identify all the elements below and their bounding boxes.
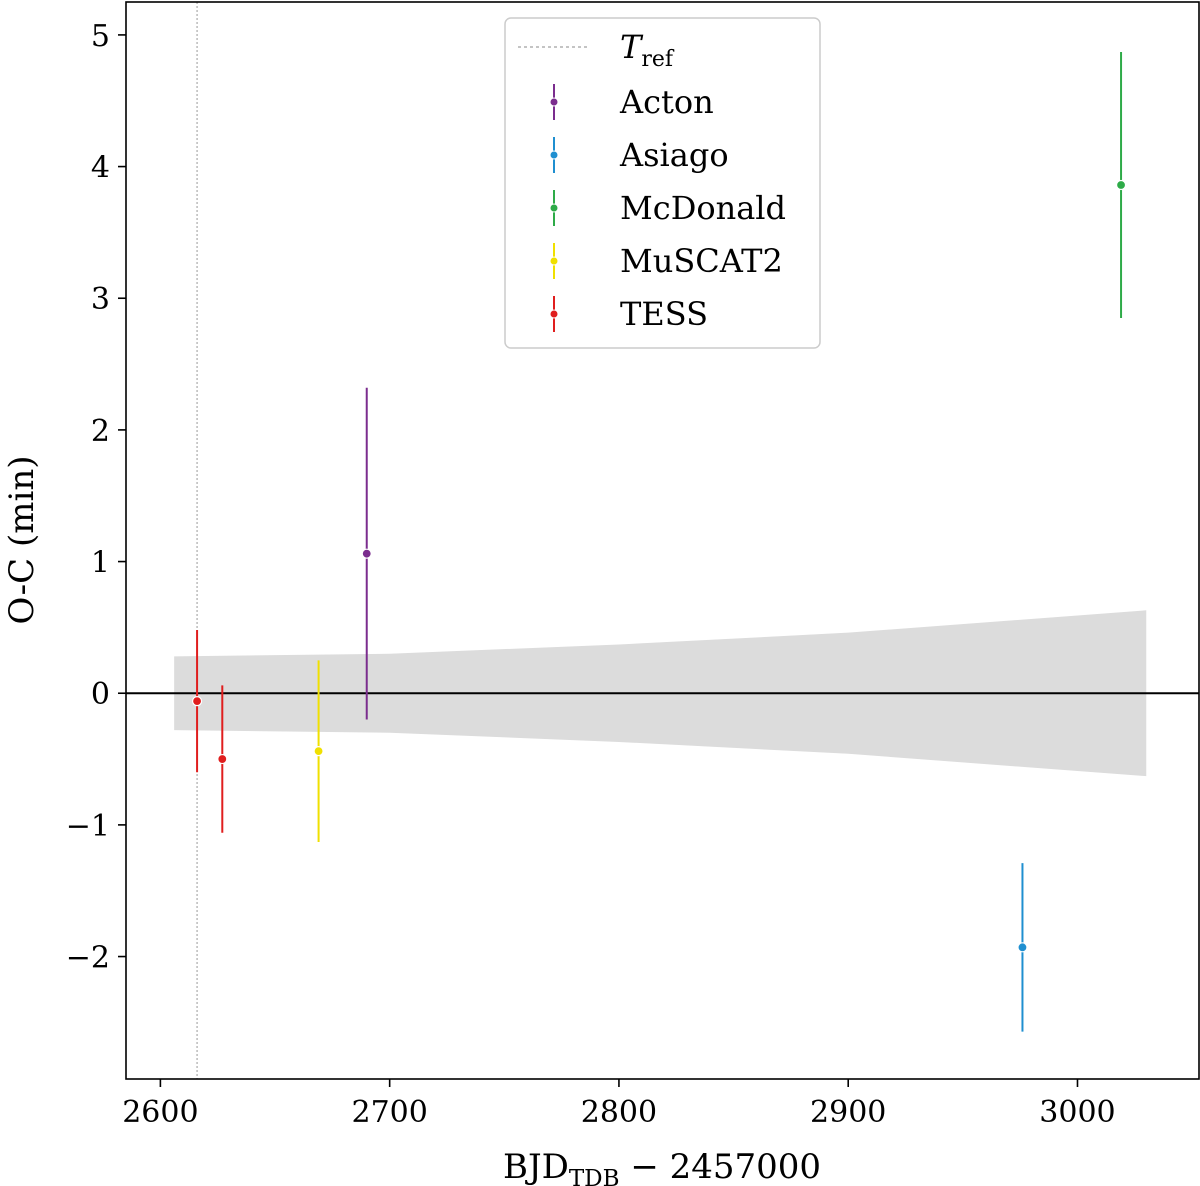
legend-label: TESS [620,295,708,333]
point-tess-1 [191,630,203,773]
y-tick-label: 4 [91,151,110,186]
x-tick-label: 2900 [810,1095,886,1130]
legend-marker-swatch [549,150,559,160]
legend-marker-swatch [549,97,559,107]
marker-muscat2 [313,746,324,757]
legend-box [504,17,821,349]
y-tick-label: 2 [91,414,110,449]
marker-mcdonald [1115,179,1127,191]
x-axis-ticks: 2600 2700 2800 2900 3000 [122,1079,1116,1130]
marker-tess [191,696,203,707]
plot-frame [125,1,1200,1080]
x-tick-label: 2700 [351,1095,427,1130]
data-points [191,52,1127,1032]
x-tick-label: 2800 [581,1095,657,1130]
x-tick-label: 2600 [122,1095,198,1130]
legend-ref-label: Tref [620,28,675,72]
legend-item-tess: TESS [549,295,708,333]
point-muscat2-1 [313,660,324,843]
point-asiago-1 [1017,863,1028,1032]
legend-item-muscat2: MuSCAT2 [549,242,783,280]
x-axis-label: BJDTDB − 2457000 [503,1147,821,1186]
y-tick-label: 1 [91,546,110,581]
point-tess-2 [217,685,228,833]
legend-label: Asiago [619,136,729,174]
point-mcdonald-1 [1115,52,1127,318]
marker-acton [361,548,372,559]
x-tick-label: 3000 [1039,1095,1115,1130]
y-tick-label: −1 [66,809,110,844]
legend-marker-swatch [549,309,559,319]
y-tick-label: −2 [66,941,110,976]
y-tick-label: 3 [91,282,110,317]
point-acton-1 [361,387,372,720]
marker-tess [217,753,228,765]
legend-label: MuSCAT2 [620,242,783,280]
legend-item-asiago: Asiago [549,136,729,174]
legend-marker-swatch [549,203,559,213]
legend-item-mcdonald: McDonald [549,189,786,227]
plot-area [126,2,1199,1079]
legend-marker-swatch [549,256,559,266]
legend-label: Acton [619,83,714,121]
y-tick-label: 5 [91,19,110,54]
legend-label: McDonald [620,189,786,227]
legend: Tref Acton Asiago McDonald MuSCAT2 TESS [504,17,821,349]
legend-items: Acton Asiago McDonald MuSCAT2 TESS [549,83,786,333]
legend-item-acton: Acton [549,83,714,121]
y-axis-ticks: −2 −1 0 1 2 3 4 5 [66,19,126,976]
y-tick-label: 0 [91,677,110,712]
y-axis-label: O-C (min) [2,456,42,625]
marker-asiago [1017,942,1028,953]
